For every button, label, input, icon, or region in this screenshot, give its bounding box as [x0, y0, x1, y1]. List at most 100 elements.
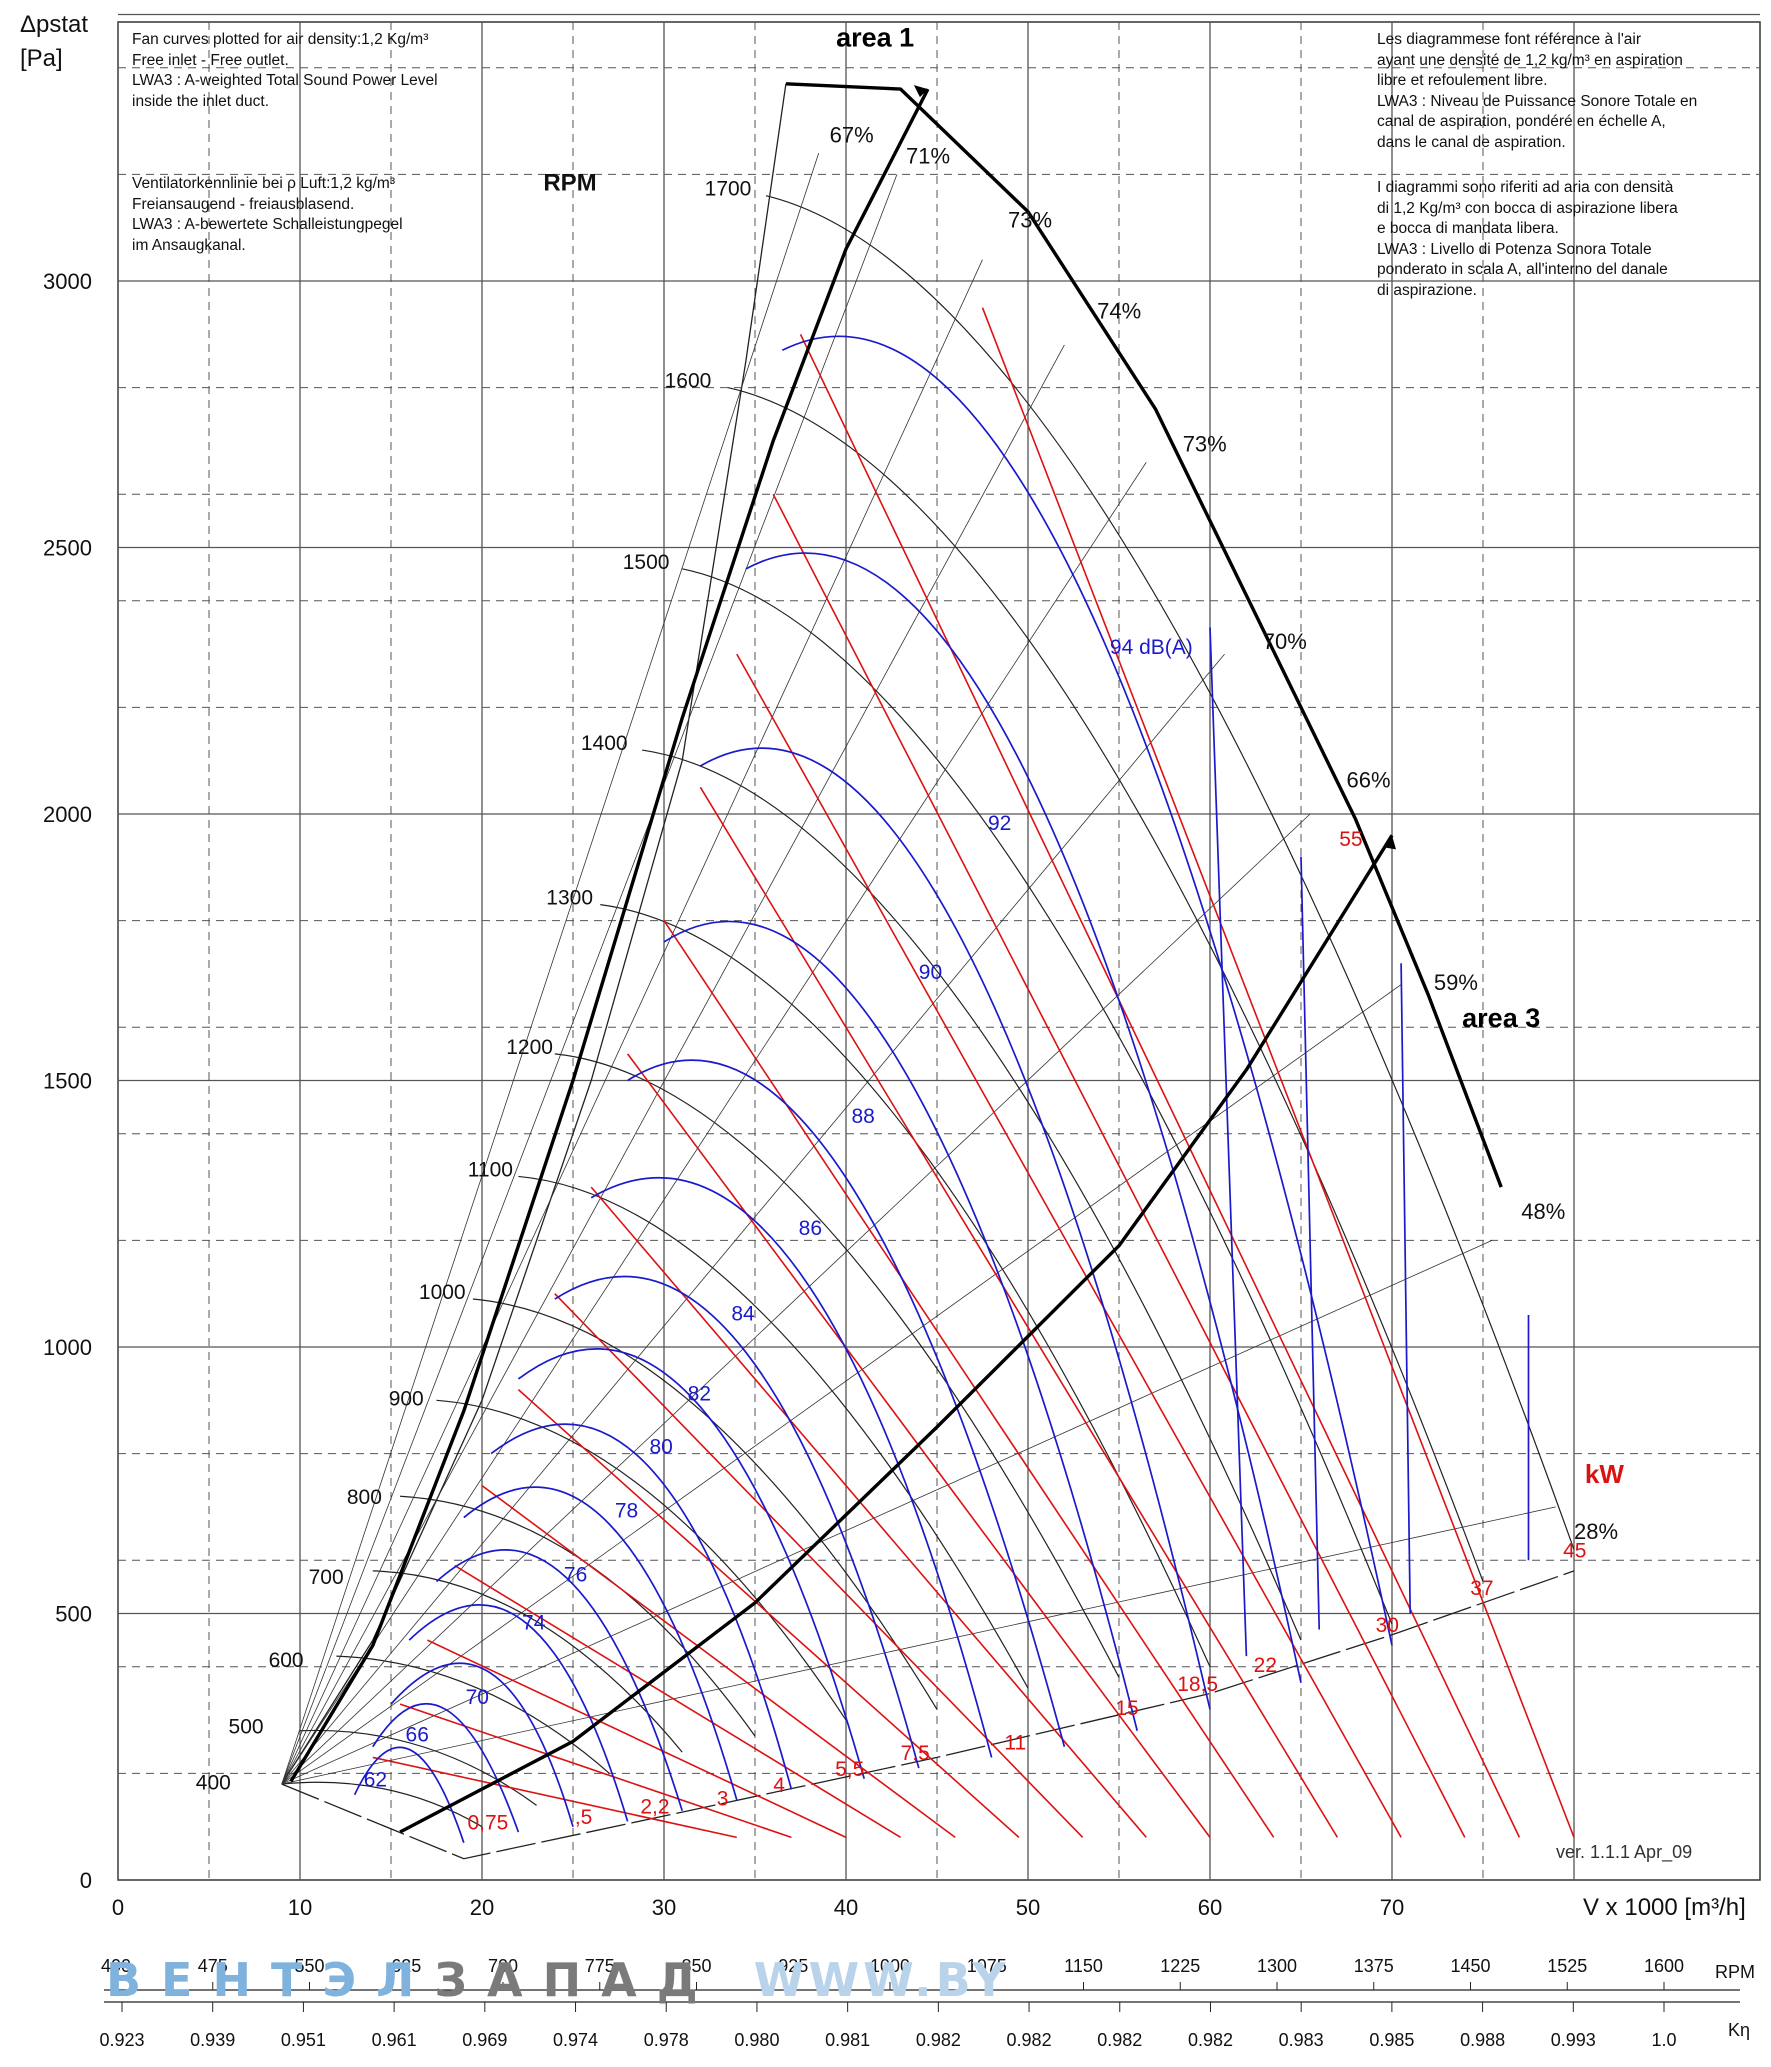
y-tick-label: 1000 [43, 1335, 92, 1360]
note-german: Ventilatorkennlinie bei ρ Luft:1,2 kg/m³… [132, 175, 403, 254]
y-tick-label: 3000 [43, 269, 92, 294]
k-scale-tick: 0.974 [553, 2030, 598, 2050]
sound-curve [517, 1348, 866, 1779]
k-scale-tick: 0.951 [281, 2030, 326, 2050]
rpm-label: 900 [389, 1388, 424, 1411]
power-label: 15 [1115, 1697, 1138, 1720]
sound-curve [408, 1604, 629, 1822]
y-tick-label: 1500 [43, 1069, 92, 1094]
envelope-left-edge [281, 83, 787, 1785]
sound-curve [663, 920, 1139, 1731]
note-english: Fan curves plotted for air density:1,2 K… [132, 31, 438, 110]
power-label: 2,2 [640, 1795, 669, 1818]
rpm-curve [642, 749, 1302, 1641]
x-tick-label: 70 [1380, 1895, 1404, 1920]
power-label: 45 [1563, 1540, 1586, 1563]
watermark: ВЕНТЭЛЗАПАД WWW.BY [106, 1953, 1010, 2007]
power-line [590, 1186, 1147, 1838]
efficiency-label: 74% [1097, 298, 1141, 323]
k-scale-tick: 0.923 [99, 2030, 144, 2050]
sound-curve [1209, 627, 1248, 1657]
y-tick-label: 2500 [43, 536, 92, 561]
efficiency-label: 66% [1347, 767, 1391, 792]
k-scale-tick: 0.978 [644, 2030, 689, 2050]
rpm-label: 800 [347, 1486, 382, 1509]
x-tick-label: 10 [288, 1895, 312, 1920]
watermark-part-a: ВЕНТЭЛ [106, 1953, 435, 2007]
sound-curve [1300, 856, 1321, 1630]
rpm-scale-tick: 400 [101, 1956, 131, 1976]
power-line [799, 333, 1521, 1838]
sound-level-label: 86 [799, 1217, 822, 1240]
area-label: area 2 [1171, 0, 1249, 5]
sound-curve [627, 1059, 1066, 1747]
rpm-curve [336, 1655, 610, 1774]
y-tick-label: 2000 [43, 802, 92, 827]
power-label: 37 [1470, 1577, 1493, 1600]
sound-level-label: 74 [522, 1611, 546, 1634]
rpm-label: 600 [269, 1649, 304, 1672]
rpm-scale-tick: 1450 [1450, 1956, 1490, 1976]
power-label: 0,75 [467, 1811, 508, 1834]
x-tick-label: 20 [470, 1895, 494, 1920]
power-line [981, 307, 1575, 1838]
efficiency-line [281, 813, 1311, 1785]
sound-curve [554, 1275, 920, 1769]
k-scale-tick: 0.988 [1460, 2030, 1505, 2050]
efficiency-label: 59% [1434, 970, 1478, 995]
rpm-label: 1700 [705, 178, 752, 201]
k-scale-tick: 1.0 [1651, 2030, 1676, 2050]
power-label: 18,5 [1177, 1673, 1218, 1696]
rpm-scale-tick: 775 [585, 1956, 615, 1976]
efficiency-label: 73% [1008, 208, 1052, 233]
rpm-curve [400, 1495, 756, 1737]
note-french: Les diagrammese font référence à l'air a… [1377, 31, 1698, 151]
sound-curves [353, 335, 1530, 1843]
power-label: 7,5 [901, 1742, 930, 1765]
area-3-boundary [399, 834, 1394, 1834]
sound-level-label: 94 dB(A) [1110, 636, 1193, 659]
power-line [699, 786, 1339, 1838]
x-axis-title: V x 1000 [m³/h] [1583, 1894, 1746, 1921]
k-scale-tick: 0.982 [1188, 2030, 1233, 2050]
sound-curve [699, 747, 1211, 1710]
power-label: ,5 [575, 1806, 593, 1829]
sound-level-label: 88 [851, 1105, 874, 1128]
x-tick-label: 40 [834, 1895, 858, 1920]
rpm-scale-tick: 1300 [1257, 1956, 1297, 1976]
efficiency-label: 67% [830, 122, 874, 147]
efficiency-line [281, 174, 898, 1785]
power-line [772, 493, 1466, 1838]
sound-level-label: 76 [564, 1564, 587, 1587]
sound-curve [745, 552, 1302, 1683]
efficiency-line [281, 259, 983, 1785]
rpm-curve [727, 387, 1484, 1582]
sound-curve [490, 1423, 793, 1790]
power-label: kW [1585, 1459, 1624, 1489]
k-scale-tick: 0.939 [190, 2030, 235, 2050]
sound-level-label: 62 [364, 1769, 387, 1792]
efficiency-label: 73% [1183, 432, 1227, 457]
power-lines [372, 307, 1575, 1839]
efficiency-label: 48% [1521, 1199, 1565, 1224]
rpm-curve [554, 1053, 1120, 1678]
rpm-curve [472, 1298, 938, 1710]
k-scale-tick: 0.983 [1279, 2030, 1324, 2050]
power-line [427, 1639, 847, 1839]
rpm-label: 700 [309, 1566, 344, 1589]
rpm-label: 1100 [468, 1158, 513, 1181]
sound-level-label: 84 [731, 1302, 755, 1325]
efficiency-label: 28% [1574, 1519, 1618, 1544]
area-boundary-curves [289, 82, 1503, 1834]
rpm-scale-tick: 1075 [967, 1956, 1007, 1976]
rpm-scale-tick: 625 [391, 1956, 421, 1976]
rpm-label: 400 [196, 1771, 231, 1794]
version-label: ver. 1.1.1 Apr_09 [1556, 1842, 1693, 1862]
power-label: 55 [1339, 828, 1362, 851]
rpm-scale-tick: 700 [488, 1956, 518, 1976]
rpm-label: 500 [229, 1715, 264, 1738]
power-line [663, 920, 1275, 1838]
watermark-part-c: WWW.BY [753, 1953, 1010, 2007]
rpm-scale-tick: 1375 [1354, 1956, 1394, 1976]
area-label: area 1 [836, 22, 914, 52]
